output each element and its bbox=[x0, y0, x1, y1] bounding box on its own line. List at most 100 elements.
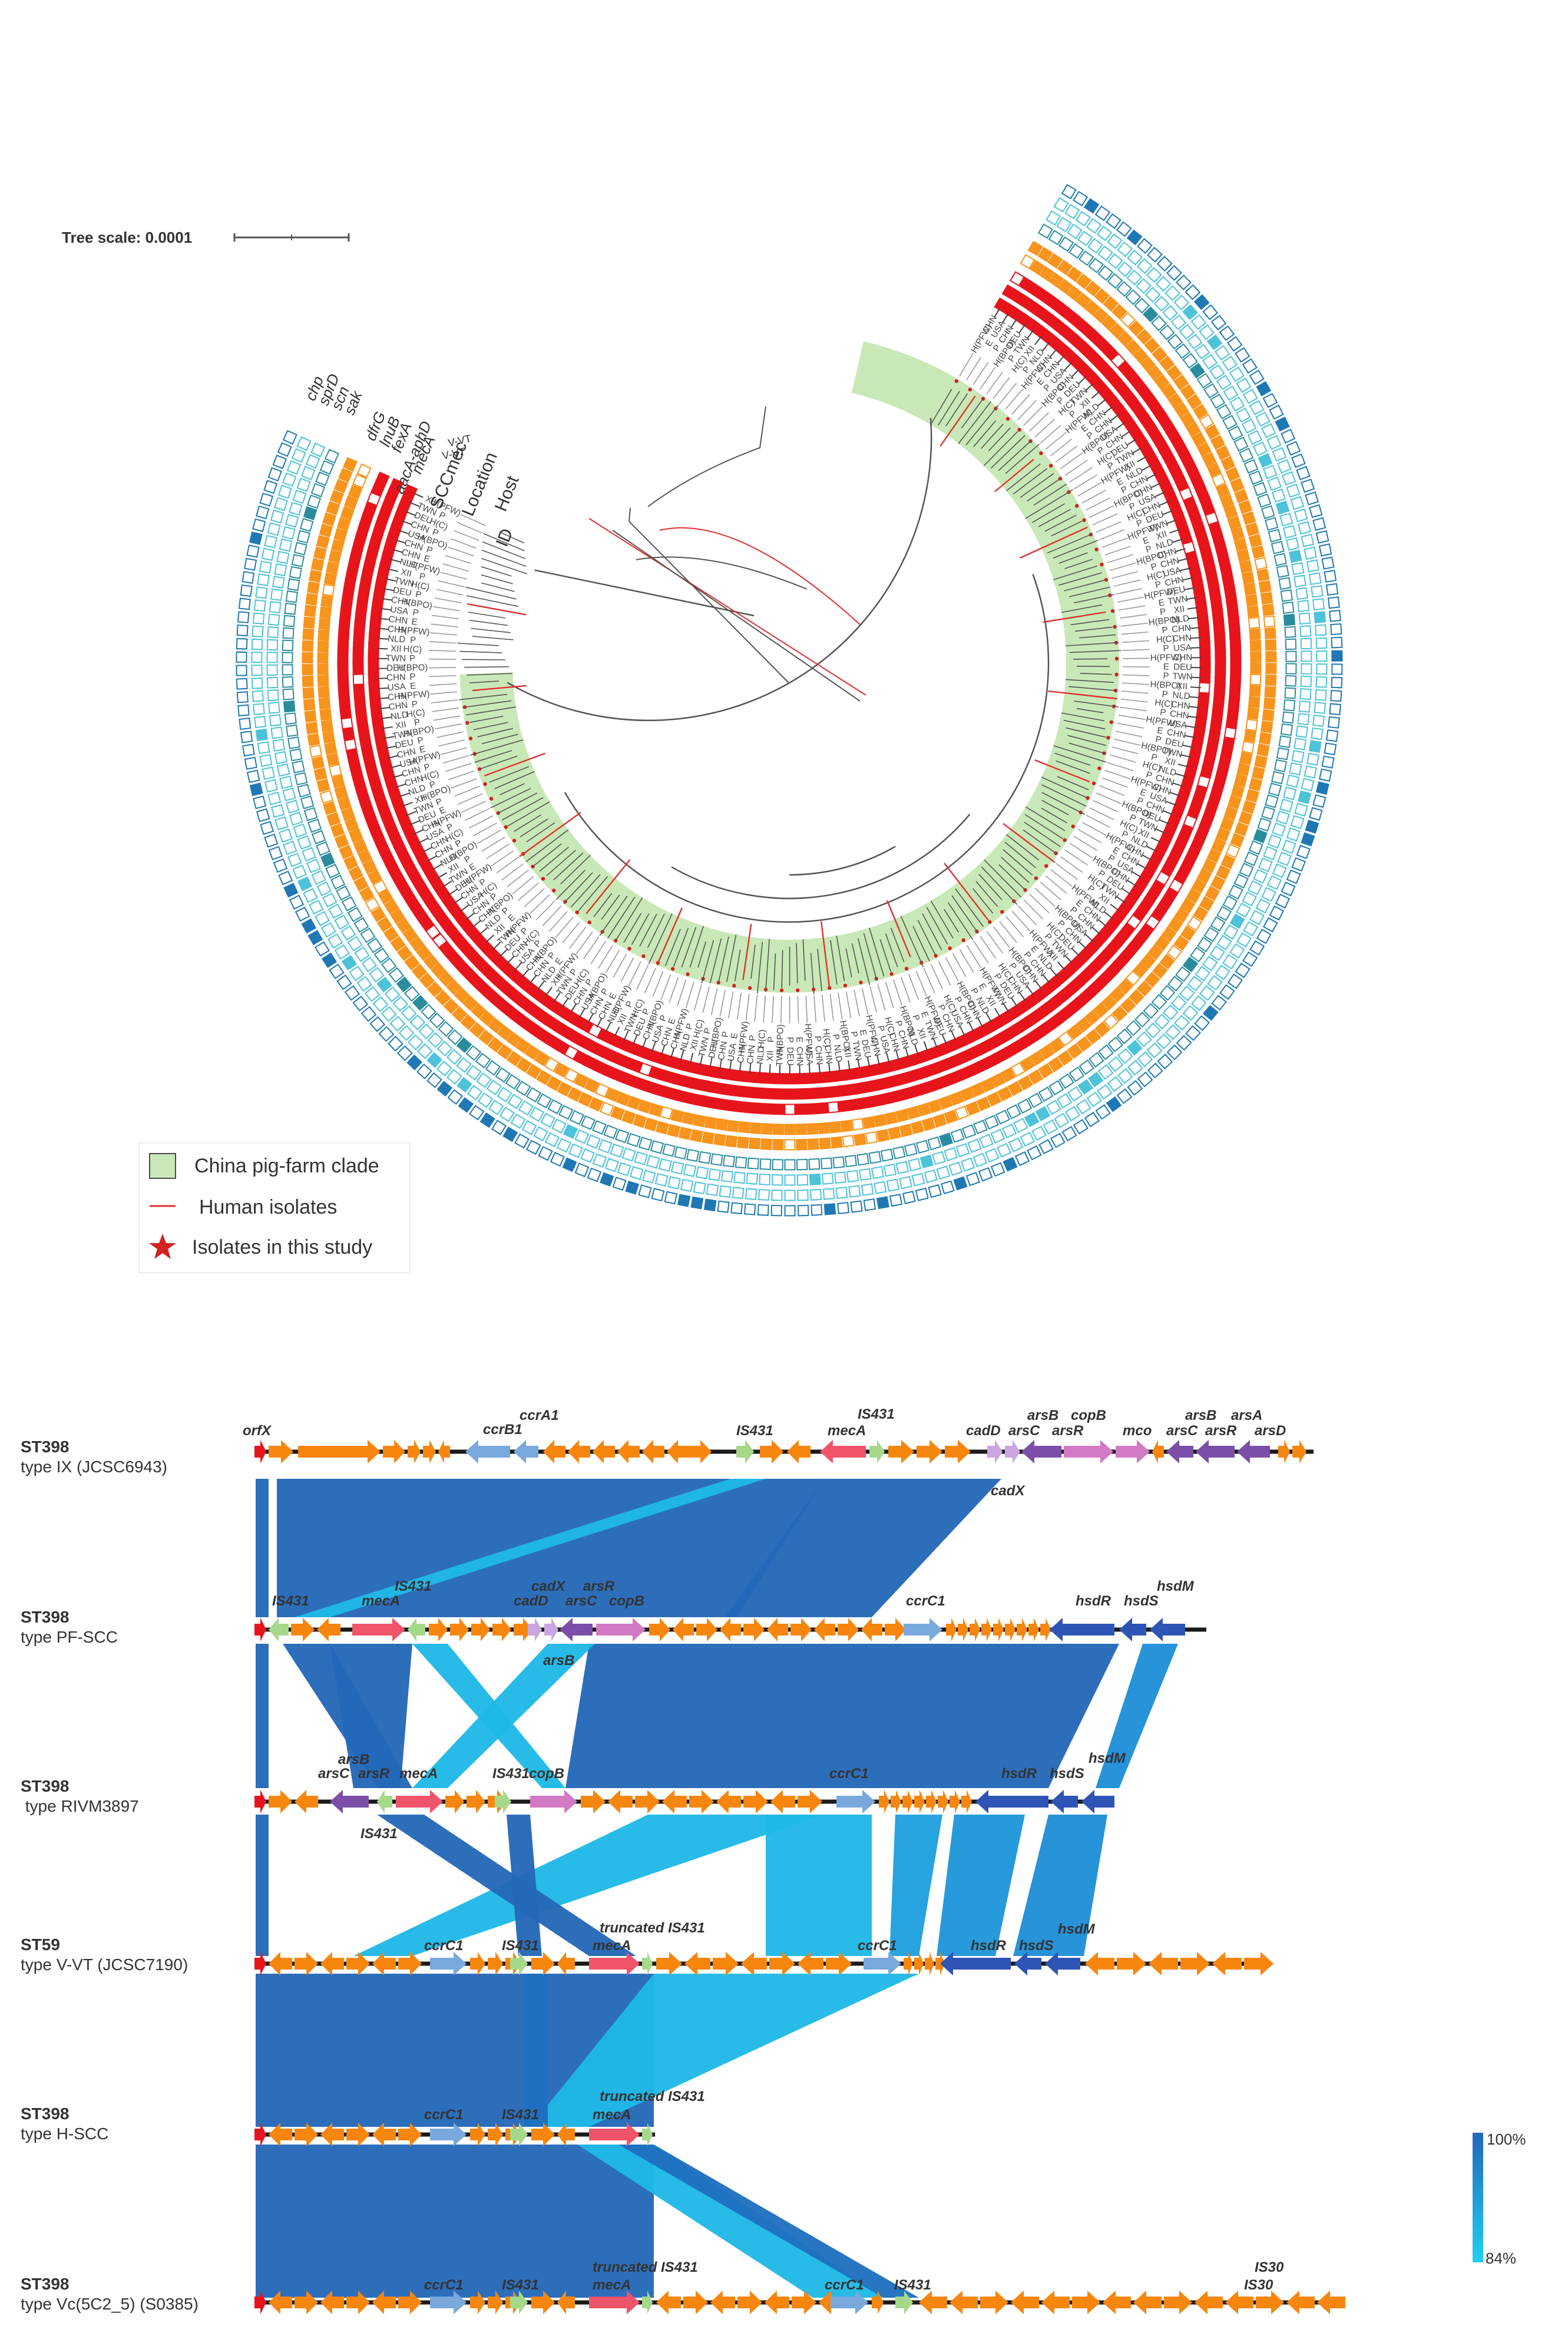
leaf-sccmec-tick bbox=[545, 986, 553, 996]
ring-chp-cell bbox=[1219, 984, 1235, 1000]
ring-aaca-cell bbox=[358, 579, 372, 592]
gene-orf bbox=[383, 1440, 405, 1463]
leaf-sccmec-tick bbox=[1137, 455, 1147, 462]
ring-sprd-cell bbox=[732, 1187, 745, 1200]
ring-scn-cell bbox=[518, 1100, 534, 1116]
gene-label-copb-t1: copB bbox=[1071, 1408, 1106, 1423]
leaf-id-tick bbox=[481, 836, 505, 852]
leaf-sccmec-tick bbox=[561, 997, 569, 1007]
ring-fexa-cell bbox=[375, 471, 390, 487]
leaf-sccmec-tick bbox=[1071, 369, 1080, 378]
leaf-star-marker bbox=[575, 910, 579, 914]
gene-orf bbox=[970, 1618, 980, 1641]
branch-leaf bbox=[1004, 841, 1036, 868]
ring-aaca-cell bbox=[805, 1088, 817, 1100]
leaf-sccmec-tick bbox=[492, 941, 501, 950]
gene-hsdm bbox=[1045, 1952, 1080, 1975]
ring-sak-cell bbox=[1233, 437, 1249, 452]
branch-leaf bbox=[555, 870, 585, 900]
ring-sak-cell bbox=[674, 1146, 688, 1160]
ring-sak-cell bbox=[291, 554, 305, 567]
leaf-star-marker bbox=[641, 954, 646, 959]
ring-dfrg-cell bbox=[1245, 522, 1259, 537]
leaf-id-tick bbox=[472, 822, 497, 837]
branch-leaf bbox=[1066, 642, 1119, 646]
ring-sprd-cell bbox=[1286, 483, 1301, 498]
ring-chp-cell bbox=[329, 963, 345, 980]
ring-dfrg-cell bbox=[854, 1133, 866, 1146]
leaf-id-tick bbox=[1089, 505, 1114, 518]
ring-sprd-cell bbox=[1312, 714, 1325, 727]
link-t5-t6-cross bbox=[577, 2145, 884, 2298]
ring-fexa-cell bbox=[395, 879, 411, 895]
branch-leaf bbox=[701, 940, 714, 984]
ring-chp-cell bbox=[1329, 703, 1341, 715]
ring-lnub-cell bbox=[1248, 696, 1261, 709]
ring-sprd-cell bbox=[1107, 233, 1123, 249]
leaf-host-label: P bbox=[1150, 561, 1158, 573]
leaf-id-tick bbox=[1107, 762, 1134, 771]
ring-dfrg-cell bbox=[303, 616, 316, 629]
ring-lnub-cell bbox=[318, 697, 331, 710]
ring-lnub-cell bbox=[895, 1108, 909, 1122]
ring-scn-cell bbox=[272, 739, 286, 752]
ring-dfrg-cell bbox=[1186, 916, 1203, 931]
ring-sprd-cell bbox=[259, 560, 272, 574]
leaf-star-marker bbox=[686, 972, 690, 976]
ring-fexa-cell bbox=[1144, 914, 1161, 930]
ring-sprd-cell bbox=[287, 853, 302, 867]
gene-label-arsr-t3: arsR bbox=[358, 1766, 390, 1782]
leaf-star-marker bbox=[1063, 838, 1067, 842]
ring-fexa-cell bbox=[484, 987, 500, 1004]
ring-chp-cell bbox=[1061, 1126, 1077, 1142]
gene-orf bbox=[667, 1440, 689, 1463]
gene-orf bbox=[769, 1952, 795, 1975]
ring-sprd-cell bbox=[1214, 345, 1230, 361]
ring-fexa-cell bbox=[1228, 694, 1240, 707]
ring-dfrg-cell bbox=[1120, 997, 1136, 1013]
leaf-id-tick bbox=[973, 940, 989, 964]
ring-fexa-cell bbox=[1162, 422, 1178, 438]
gene-label-cadd-t1: cadD bbox=[966, 1423, 1001, 1439]
ring-lnub-cell bbox=[319, 606, 332, 619]
ring-chp-cell bbox=[1330, 690, 1342, 702]
ring-chp-cell bbox=[1235, 347, 1251, 363]
ring-lnub-cell bbox=[727, 1119, 740, 1132]
leaf-sccmec-tick bbox=[1132, 871, 1142, 878]
branch-leaf bbox=[836, 935, 845, 982]
leaf-id-tick bbox=[1050, 438, 1073, 457]
ring-meca-cell bbox=[1193, 590, 1206, 604]
ring-lnub-cell bbox=[1233, 774, 1248, 788]
leaf-location-label: DEU bbox=[707, 1039, 720, 1059]
gene-label-arsc-t3: arsC bbox=[318, 1766, 350, 1782]
leaf-star-marker bbox=[1097, 766, 1101, 771]
ring-fexa-cell bbox=[346, 748, 359, 762]
ring-aaca-cell bbox=[1208, 588, 1222, 602]
ring-lnub-cell bbox=[862, 1116, 876, 1129]
branch-leaf bbox=[599, 896, 628, 936]
ring-sak-cell bbox=[1233, 873, 1249, 889]
ring-scn-cell bbox=[1295, 587, 1308, 600]
branch-leaf bbox=[481, 558, 528, 574]
ring-sak-cell bbox=[784, 1159, 796, 1171]
ring-scn-cell bbox=[1046, 1099, 1061, 1115]
leaf-id-tick bbox=[1023, 406, 1043, 426]
leaf-sccmec-tick bbox=[529, 974, 537, 984]
leaf-id-tick bbox=[1122, 666, 1150, 668]
ring-sak-cell bbox=[315, 471, 330, 486]
leaf-id-tick bbox=[429, 641, 457, 644]
ring-lnub-cell bbox=[693, 1114, 706, 1128]
gene-orf bbox=[269, 2291, 292, 2314]
ring-sprd-cell bbox=[1107, 1076, 1123, 1092]
link-t4-t5-is431 bbox=[524, 1974, 548, 2127]
ring-chp-cell bbox=[273, 858, 288, 873]
gene-orf bbox=[710, 2291, 735, 2314]
ring-sak-cell bbox=[287, 578, 300, 592]
leaf-id-tick bbox=[986, 931, 1004, 954]
ring-lnub-cell bbox=[840, 1119, 853, 1132]
ring-sak-cell bbox=[1182, 956, 1199, 973]
ring-dfrg-cell bbox=[1220, 854, 1236, 870]
leaf-sccmec-tick bbox=[1003, 1002, 1010, 1013]
leaf-id-tick bbox=[980, 366, 996, 390]
branch-leaf bbox=[978, 874, 1003, 900]
